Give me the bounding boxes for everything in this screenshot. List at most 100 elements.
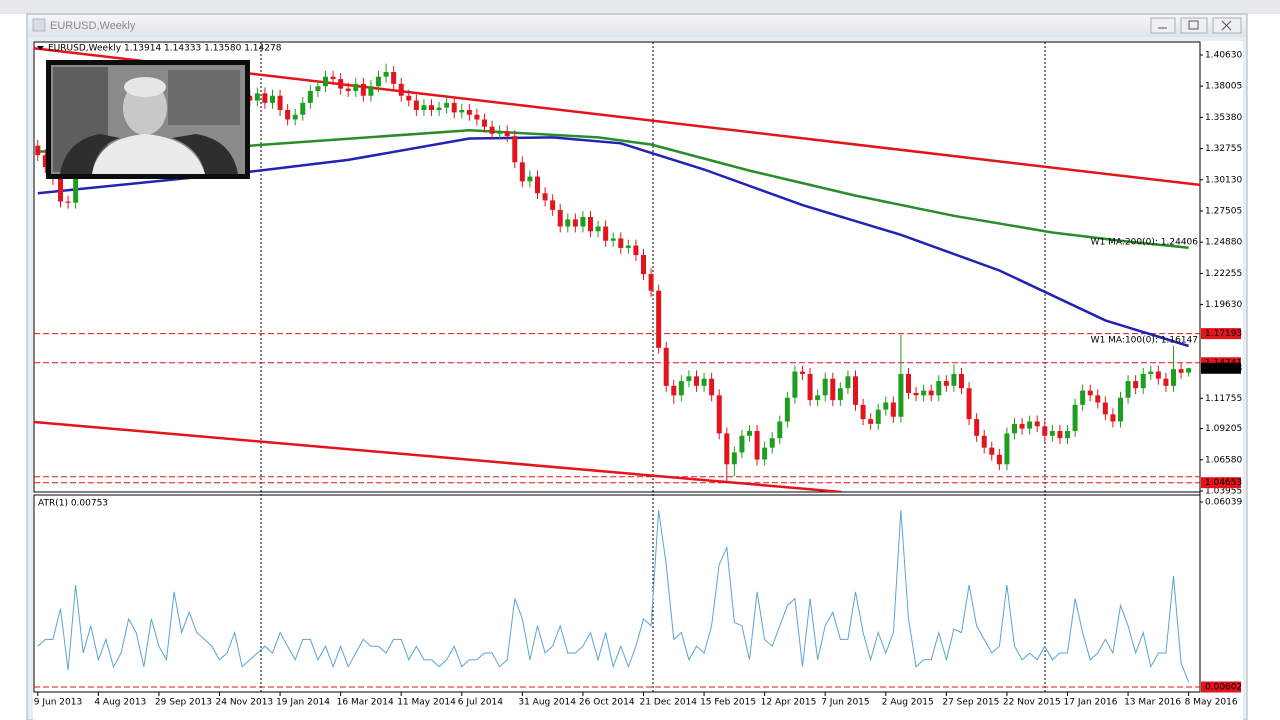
candle-body [1178, 369, 1184, 373]
candle-body [1019, 423, 1025, 429]
y-tick-label: 0.06039 [1205, 498, 1242, 508]
candle-body [784, 397, 790, 422]
candle-body [1065, 431, 1070, 439]
x-tick-label: 24 Nov 2013 [216, 698, 274, 708]
x-tick-label: 11 May 2014 [397, 698, 456, 708]
y-tick-label: 1.06580 [1205, 455, 1242, 465]
candle-body [413, 100, 419, 111]
candle-body [504, 131, 510, 137]
y-tick-label: 1.04653 [1205, 478, 1242, 488]
candle-body [368, 86, 374, 96]
candle-body [542, 193, 548, 201]
candle-body [709, 378, 715, 396]
candle-body [800, 371, 805, 374]
candle-body [989, 447, 995, 455]
chart-header: EURUSD,Weekly 1.13914 1.14333 1.13580 1.… [48, 44, 282, 54]
y-tick-label: 0.00602 [1205, 682, 1242, 692]
x-tick-label: 19 Jan 2014 [276, 698, 330, 708]
candle-body [777, 421, 783, 439]
candle-body [981, 435, 987, 448]
window-buttons[interactable] [1150, 17, 1242, 34]
candle-body [731, 452, 737, 465]
candle-body [921, 390, 927, 396]
minimize-button[interactable] [1150, 17, 1176, 34]
candle-body [459, 110, 465, 113]
y-tick-label: 1.24880 [1205, 238, 1242, 248]
candle-body [1118, 397, 1123, 422]
webcam-shirt [92, 134, 205, 174]
candle-body [550, 200, 556, 210]
candle-body [603, 226, 609, 241]
candle-body [323, 76, 328, 87]
candle-body [429, 105, 434, 111]
x-tick-label: 12 Apr 2015 [761, 698, 817, 708]
candle-body [641, 255, 646, 275]
candle-body [497, 131, 503, 134]
candle-body [792, 371, 798, 398]
candle-body [868, 419, 874, 424]
candle-body [1027, 421, 1033, 429]
price-plot [34, 46, 1200, 492]
candle-body [391, 71, 397, 84]
candle-body [376, 76, 381, 87]
x-tick-label: 8 May 2016 [1185, 698, 1238, 708]
candle-body [315, 86, 321, 91]
candle-body [913, 392, 919, 396]
candle-body [353, 83, 359, 91]
candle-body [875, 409, 881, 424]
restore-glyph [1188, 20, 1199, 30]
y-tick-label: 1.09205 [1205, 424, 1242, 434]
candle-body [421, 105, 427, 111]
x-tick-label: 13 Mar 2016 [1124, 698, 1181, 708]
desktop-strip [0, 0, 1280, 14]
candle-body [383, 71, 389, 77]
candle-body [1057, 431, 1063, 439]
x-tick-label: 15 Feb 2015 [700, 698, 756, 708]
candle-body [1171, 369, 1176, 386]
candle-body [951, 373, 957, 386]
candle-body [330, 76, 336, 80]
candle-body [557, 209, 563, 227]
candle-body [58, 178, 63, 202]
moving-average [37, 128, 1189, 250]
candle-body [360, 83, 366, 96]
y-tick-label: 1.17193 [1205, 329, 1242, 339]
restore-button[interactable] [1180, 17, 1208, 34]
candle-body [663, 347, 669, 386]
candle-body [482, 119, 487, 127]
candle-body [262, 93, 268, 103]
candle-body [807, 373, 813, 401]
window-icon [32, 18, 46, 32]
candle-body [853, 376, 858, 405]
candle-body [974, 419, 980, 436]
axis-marker [1201, 357, 1241, 369]
candle-body [633, 245, 639, 256]
candle-body [1148, 371, 1154, 374]
candle-body [277, 95, 283, 111]
ma-label: W1 MA:200(0): 1.24406 [1091, 237, 1199, 247]
candle-body [565, 219, 571, 227]
candle-body [648, 274, 654, 291]
title-bar [28, 15, 1246, 37]
y-tick-label: 1.32755 [1205, 144, 1242, 154]
candle-body [1102, 402, 1108, 415]
x-tick-label: 7 Jun 2015 [821, 698, 869, 708]
candle-body [883, 402, 889, 410]
candle-body [338, 79, 344, 89]
candle-body [610, 238, 616, 241]
header-icon [37, 46, 44, 50]
candle-body [966, 388, 972, 420]
x-tick-label: 6 Jul 2014 [458, 698, 503, 708]
candle-body [1133, 381, 1139, 389]
candle-body [943, 381, 949, 386]
y-tick-label: 1.38005 [1205, 82, 1242, 92]
candle-body [747, 431, 752, 436]
candle-body [345, 88, 351, 91]
y-tick-label: 1.22255 [1205, 269, 1242, 279]
x-tick-label: 4 Aug 2013 [94, 698, 146, 708]
window-title: EURUSD,Weekly [50, 20, 136, 32]
period-separators [260, 42, 1046, 692]
candle-body [694, 376, 699, 386]
